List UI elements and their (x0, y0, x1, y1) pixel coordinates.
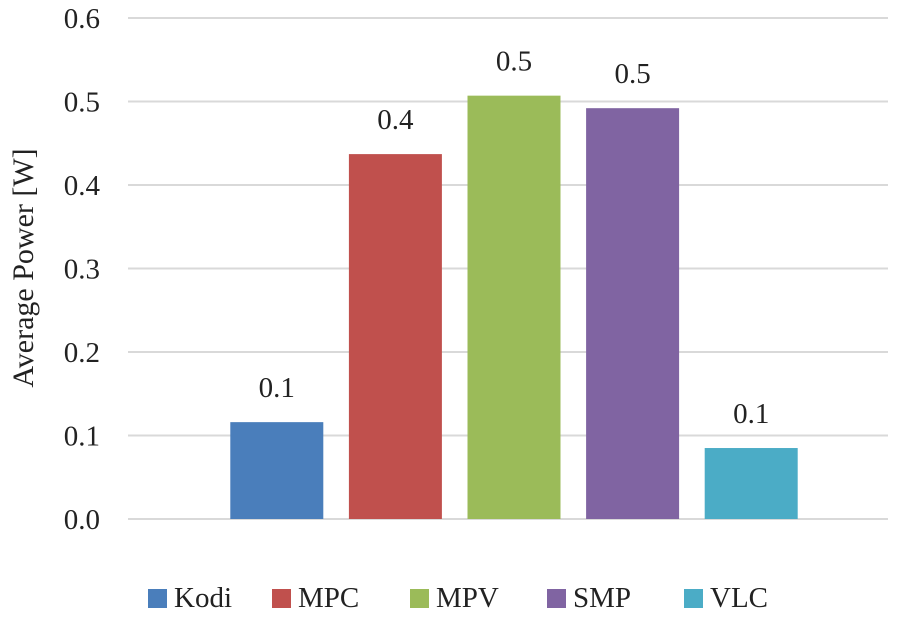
legend-label: VLC (710, 582, 768, 614)
data-label: 0.1 (259, 372, 295, 404)
bar-mpv (467, 95, 561, 519)
y-tick-label: 0.3 (64, 254, 100, 286)
legend-item-smp: SMP (547, 582, 631, 614)
y-tick-label: 0.5 (64, 87, 100, 119)
data-label: 0.1 (733, 398, 769, 430)
y-tick-label: 0.0 (64, 504, 100, 536)
bar-mpc (348, 154, 442, 520)
legend-label: Kodi (174, 582, 232, 614)
bar-smp (586, 108, 680, 520)
y-tick-label: 0.1 (64, 421, 100, 453)
legend-swatch (547, 589, 566, 608)
y-tick-label: 0.6 (64, 3, 100, 35)
data-label: 0.5 (614, 58, 650, 90)
legend-item-mpc: MPC (272, 582, 359, 614)
legend-item-mpv: MPV (410, 582, 499, 614)
bar-vlc (704, 448, 798, 519)
y-axis-label: Average Power [W] (7, 148, 40, 387)
legend-swatch (148, 589, 167, 608)
legend-swatch (410, 589, 429, 608)
legend-swatch (272, 589, 291, 608)
y-tick-label: 0.4 (64, 170, 101, 202)
legend-label: SMP (573, 582, 631, 614)
legend-label: MPC (298, 582, 359, 614)
bar-kodi (230, 422, 324, 519)
y-tick-label: 0.2 (64, 337, 100, 369)
data-label: 0.5 (496, 46, 532, 78)
data-label: 0.4 (377, 104, 414, 136)
legend-swatch (684, 589, 703, 608)
legend-label: MPV (436, 582, 499, 614)
legend-item-kodi: Kodi (148, 582, 232, 614)
legend-item-vlc: VLC (684, 582, 768, 614)
